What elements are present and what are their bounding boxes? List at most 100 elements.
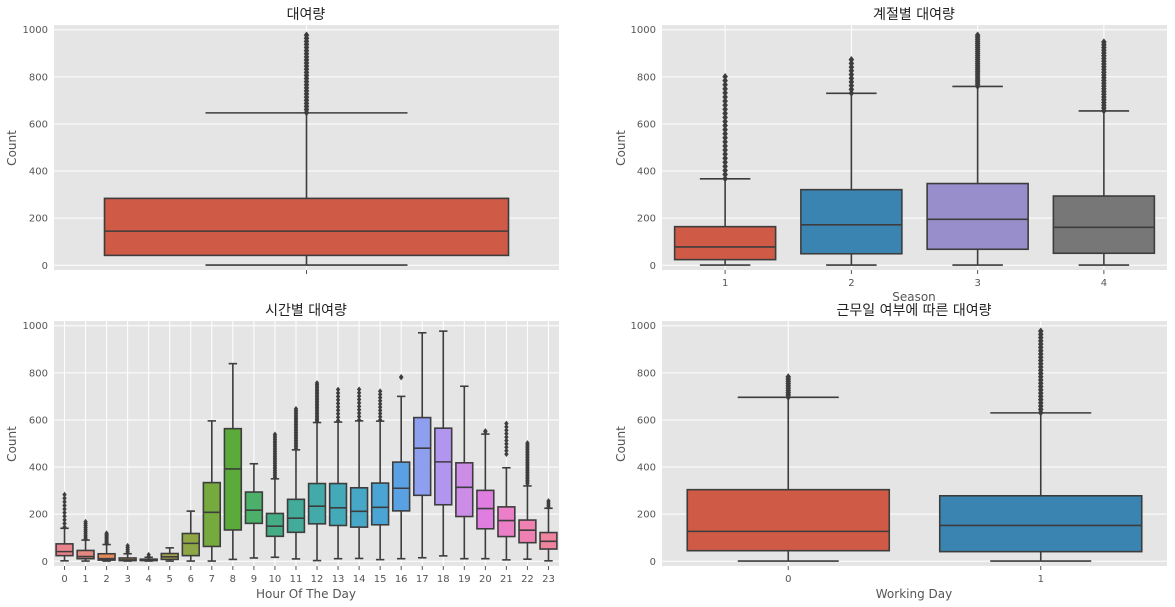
outlier-point: [335, 407, 341, 414]
outlier-point: [525, 440, 530, 446]
xtick-label: 2: [103, 574, 109, 585]
ytick-label: 200: [637, 510, 656, 521]
outlier-point: [848, 74, 855, 82]
outlier-point: [356, 386, 362, 393]
outlier-point: [722, 93, 728, 101]
xtick-label: 17: [416, 574, 429, 585]
box-21: [497, 506, 516, 538]
box-2: [800, 188, 903, 255]
outlier-point: [848, 85, 855, 94]
outlier-point: [722, 134, 728, 142]
outlier-point: [62, 513, 67, 520]
ytick-label: 600: [637, 415, 656, 426]
outlier-point: [272, 431, 278, 438]
outlier-point: [848, 55, 855, 64]
plot-overall: 0 200 400 600 800 1000: [23, 25, 559, 274]
box-13: [328, 482, 348, 527]
xtick-label: 0: [61, 574, 67, 585]
outlier-point: [504, 430, 509, 437]
ytick-label: 1000: [23, 321, 48, 332]
xtick-label: 1: [1038, 574, 1044, 585]
xtick-label: 4: [146, 574, 152, 585]
outlier-point: [504, 441, 509, 447]
xtick-label: 21: [500, 574, 513, 585]
outlier-point: [62, 495, 67, 502]
box-16: [391, 461, 411, 512]
xtick-label: 5: [167, 574, 173, 585]
outlier-point: [335, 397, 341, 403]
outlier-point: [722, 89, 728, 97]
outlier-point: [356, 406, 362, 413]
ytick-label: 400: [637, 463, 656, 474]
outlier-point: [504, 427, 509, 434]
outlier-point: [377, 410, 383, 417]
xtick-label: 22: [521, 574, 534, 585]
outlier-point: [722, 154, 728, 162]
box-0: [686, 488, 891, 552]
xtick-label: 11: [290, 574, 303, 585]
ytick-label: 200: [29, 510, 48, 521]
outlier-point: [125, 542, 130, 549]
outlier-point: [722, 81, 728, 89]
outlier-point: [722, 97, 728, 105]
outlier-point: [377, 397, 383, 404]
outlier-point: [146, 551, 151, 558]
outlier-point: [546, 498, 551, 504]
outlier-point: [722, 109, 728, 117]
outlier-point: [335, 403, 341, 410]
box-6: [181, 532, 200, 557]
outlier-point: [504, 420, 509, 427]
ylabel-overall: Count: [5, 130, 19, 166]
panel-workingday: 0 200 400 600 800 1000 0 1 근무일 여부에 따른 대여량 Count…: [614, 303, 1167, 601]
xtick-label: 0: [785, 574, 791, 585]
ytick-label: 0: [650, 557, 656, 568]
box-11: [286, 498, 306, 534]
ytick-label: 1000: [23, 25, 48, 36]
outlier-point: [722, 142, 728, 150]
outlier-point: [974, 31, 981, 39]
ytick-label: 800: [29, 72, 48, 83]
ytick-label: 800: [29, 368, 48, 379]
xtick-label: 7: [209, 574, 215, 585]
outlier-point: [314, 380, 320, 386]
ytick-label: 400: [29, 463, 48, 474]
xtick-label: 6: [188, 574, 194, 585]
outlier-point: [335, 410, 341, 417]
box-1: [938, 494, 1143, 553]
box-14: [349, 486, 369, 528]
ytick-label: 800: [637, 72, 656, 83]
box-10: [265, 512, 285, 538]
ytick-label: 0: [650, 261, 656, 272]
outlier-point: [62, 520, 67, 527]
outlier-point: [722, 121, 728, 130]
xtick-label: 12: [311, 574, 324, 585]
outlier-point: [62, 509, 67, 516]
outlier-point: [303, 31, 310, 39]
box-12: [307, 482, 327, 525]
outlier-point: [377, 388, 383, 395]
outlier-point: [722, 146, 728, 154]
outlier-point: [722, 166, 728, 175]
ytick-label: 600: [29, 119, 48, 130]
outlier-point: [722, 113, 728, 122]
outlier-point: [377, 394, 383, 401]
ytick-label: 400: [637, 167, 656, 178]
outlier-point: [722, 77, 728, 85]
outlier-point: [62, 517, 67, 523]
xtick-label: 4: [1101, 278, 1107, 289]
outlier-point: [722, 150, 728, 158]
box-22: [518, 519, 537, 544]
outlier-point: [62, 506, 67, 512]
outlier-point: [335, 417, 341, 424]
box-15: [370, 482, 390, 526]
outlier-point: [504, 444, 509, 451]
outlier-point: [335, 414, 341, 421]
outlier-point: [848, 82, 855, 90]
box-3: [926, 182, 1029, 251]
outlier-point: [356, 389, 362, 396]
xtick-label: 18: [437, 574, 450, 585]
box-8: [223, 427, 243, 531]
ytick-label: 0: [42, 557, 48, 568]
